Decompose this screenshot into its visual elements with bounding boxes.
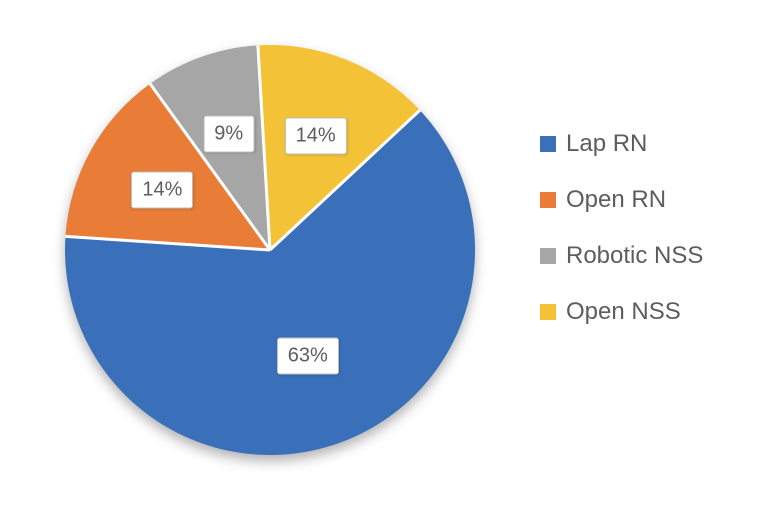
pie-chart: 63% 14% 9% 14% — [60, 40, 480, 460]
legend-item-open-nss: Open NSS — [540, 298, 703, 326]
legend-item-robotic-nss: Robotic NSS — [540, 242, 703, 270]
legend-item-open-rn: Open RN — [540, 186, 703, 214]
slice-label-lap-rn: 63% — [277, 338, 339, 375]
legend-label-open-nss: Open NSS — [566, 298, 681, 326]
legend-swatch-lap-rn — [540, 136, 556, 152]
legend-swatch-open-nss — [540, 304, 556, 320]
slice-label-robotic-nss: 9% — [203, 116, 254, 153]
legend-label-open-rn: Open RN — [566, 186, 666, 214]
slice-label-open-rn: 14% — [131, 172, 193, 209]
legend-swatch-open-rn — [540, 192, 556, 208]
chart-container: 63% 14% 9% 14% Lap RN Open RN Robotic NS… — [0, 0, 771, 532]
legend-swatch-robotic-nss — [540, 248, 556, 264]
legend: Lap RN Open RN Robotic NSS Open NSS — [540, 130, 703, 354]
legend-label-lap-rn: Lap RN — [566, 130, 647, 158]
legend-item-lap-rn: Lap RN — [540, 130, 703, 158]
legend-label-robotic-nss: Robotic NSS — [566, 242, 703, 270]
pie-svg — [60, 40, 480, 460]
slice-label-open-nss: 14% — [285, 117, 347, 154]
